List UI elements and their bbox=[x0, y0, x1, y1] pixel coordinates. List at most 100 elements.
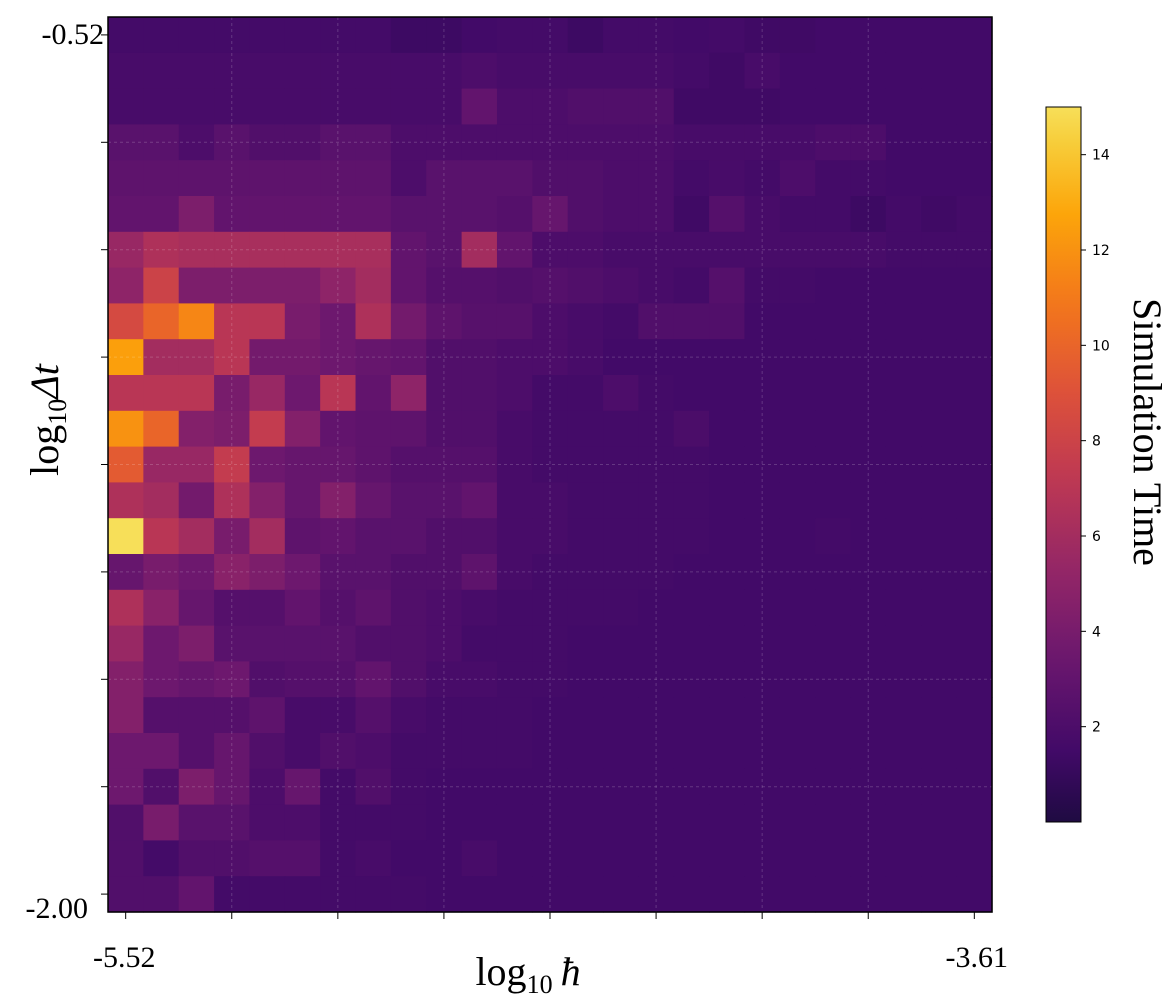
heatmap-cell bbox=[108, 196, 144, 233]
heatmap-cell bbox=[214, 661, 251, 698]
heatmap-cell bbox=[214, 17, 251, 54]
heatmap-cell bbox=[709, 88, 746, 125]
heatmap-cell bbox=[850, 124, 887, 161]
heatmap-cell bbox=[143, 876, 180, 913]
heatmap-cell bbox=[673, 804, 710, 841]
heatmap-cell bbox=[921, 840, 958, 877]
heatmap-cell bbox=[744, 733, 781, 770]
heatmap-cell bbox=[744, 697, 781, 734]
heatmap-cell bbox=[426, 231, 463, 269]
axis-ticks bbox=[101, 34, 975, 919]
heatmap-cell bbox=[638, 733, 675, 770]
heatmap-cell bbox=[709, 52, 746, 90]
heatmap-cell bbox=[815, 446, 852, 483]
heatmap-cell bbox=[143, 410, 180, 448]
heatmap-cell bbox=[815, 661, 852, 698]
heatmap-cell bbox=[214, 160, 251, 197]
heatmap-cell bbox=[108, 52, 144, 90]
heatmap-cell bbox=[320, 697, 357, 734]
heatmap-cell bbox=[779, 303, 816, 340]
x-axis-label: log10 ħ bbox=[475, 949, 580, 999]
heatmap-cell bbox=[532, 482, 569, 519]
heatmap-cell bbox=[779, 589, 816, 627]
heatmap-cell bbox=[496, 733, 533, 770]
heatmap-cell bbox=[779, 518, 816, 555]
heatmap-cell bbox=[355, 267, 392, 304]
heatmap-cell bbox=[779, 124, 816, 161]
heatmap-cell bbox=[320, 876, 357, 913]
heatmap-cell bbox=[603, 482, 639, 519]
heatmap-cell bbox=[249, 697, 286, 734]
heatmap-cell bbox=[638, 840, 675, 877]
heatmap-cell bbox=[744, 267, 781, 304]
heatmap-cell bbox=[284, 231, 321, 269]
heatmap-cell bbox=[532, 804, 569, 841]
heatmap-cell bbox=[143, 697, 180, 734]
heatmap-cell bbox=[850, 661, 887, 698]
heatmap-cell bbox=[426, 267, 463, 304]
heatmap-cell bbox=[143, 589, 180, 627]
heatmap-cell bbox=[885, 482, 922, 519]
heatmap-cell bbox=[249, 52, 286, 90]
heatmap-cell bbox=[249, 160, 286, 197]
heatmap-cell bbox=[744, 196, 781, 233]
heatmap-cell bbox=[744, 88, 781, 125]
heatmap-cell bbox=[779, 733, 816, 770]
heatmap-cell bbox=[178, 124, 215, 161]
heatmap-cell bbox=[390, 410, 427, 448]
heatmap-cell bbox=[390, 52, 427, 90]
gridlines bbox=[108, 17, 992, 912]
heatmap-cell bbox=[850, 160, 887, 197]
heatmap-cell bbox=[850, 303, 887, 340]
heatmap-cell bbox=[709, 339, 746, 376]
heatmap-cell bbox=[426, 160, 463, 197]
heatmap-cell bbox=[355, 375, 392, 412]
heatmap-cell bbox=[885, 446, 922, 483]
heatmap-cell bbox=[815, 196, 852, 233]
heatmap-cell bbox=[108, 733, 144, 770]
heatmap-cell bbox=[108, 804, 144, 841]
heatmap-cell bbox=[496, 804, 533, 841]
heatmap-cell bbox=[709, 303, 746, 340]
heatmap-cell bbox=[921, 124, 958, 161]
heatmap-cell bbox=[567, 733, 604, 770]
heatmap-cell bbox=[284, 303, 321, 340]
heatmap-cell bbox=[355, 88, 392, 125]
heatmap-cell bbox=[249, 661, 286, 698]
heatmap-cell bbox=[567, 88, 604, 125]
heatmap-cell bbox=[284, 518, 321, 555]
heatmap-cell bbox=[249, 17, 286, 54]
heatmap-cell bbox=[178, 375, 215, 412]
heatmap-cell bbox=[603, 661, 639, 698]
heatmap-cell bbox=[355, 876, 392, 913]
heatmap-cell bbox=[638, 518, 675, 555]
heatmap-cell bbox=[108, 876, 144, 913]
heatmap-cell bbox=[603, 160, 639, 197]
heatmap-cell bbox=[143, 160, 180, 197]
heatmap-cell bbox=[143, 733, 180, 770]
heatmap-cell bbox=[532, 625, 569, 662]
heatmap-cell bbox=[567, 518, 604, 555]
heatmap-cell bbox=[214, 554, 251, 591]
heatmap-cell bbox=[532, 876, 569, 913]
heatmap-cell bbox=[355, 697, 392, 734]
heatmap-cell bbox=[143, 768, 180, 806]
heatmap-cell bbox=[744, 375, 781, 412]
heatmap-cell bbox=[390, 804, 427, 841]
heatmap-cell bbox=[284, 52, 321, 90]
heatmap-cell bbox=[603, 231, 639, 269]
heatmap-cell bbox=[815, 160, 852, 197]
heatmap-cell bbox=[709, 768, 746, 806]
heatmap-cell bbox=[921, 267, 958, 304]
heatmap-cell bbox=[885, 267, 922, 304]
heatmap-cell bbox=[638, 661, 675, 698]
heatmap-cell bbox=[355, 768, 392, 806]
heatmap-cell bbox=[673, 124, 710, 161]
heatmap-cell bbox=[320, 840, 357, 877]
heatmap-cell bbox=[638, 876, 675, 913]
heatmap-cell bbox=[178, 625, 215, 662]
heatmap-cell bbox=[744, 124, 781, 161]
heatmap-cell bbox=[249, 446, 286, 483]
heatmap-cell bbox=[638, 554, 675, 591]
heatmap-cell bbox=[956, 768, 993, 806]
